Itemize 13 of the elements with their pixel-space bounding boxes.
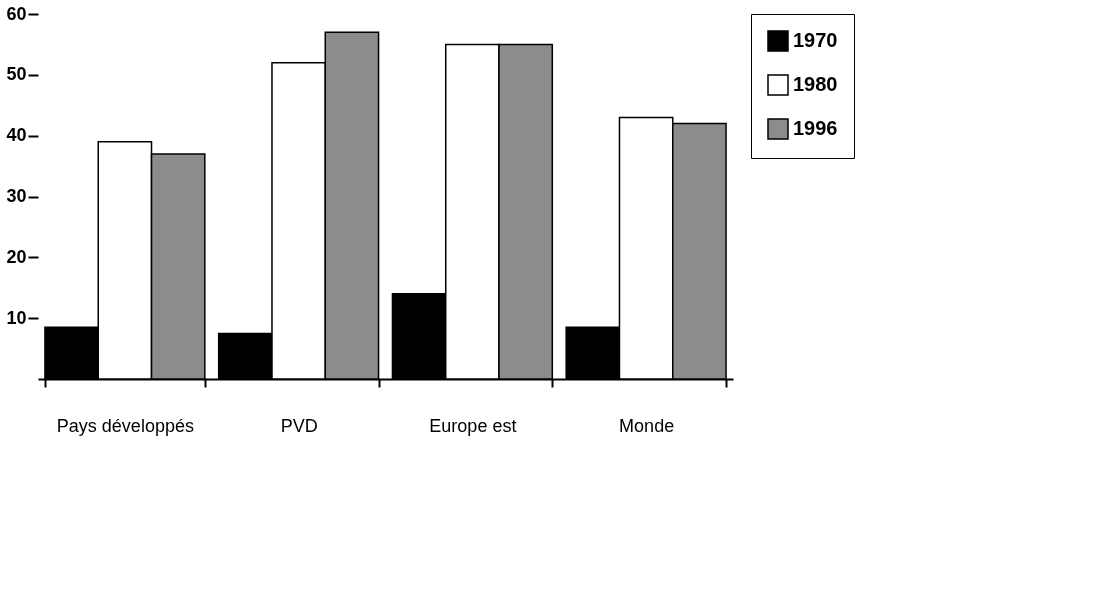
y-tick-label: 40 — [6, 125, 27, 146]
x-tick-label: Pays développés — [56, 415, 194, 436]
x-tick-label: PVD — [280, 415, 318, 436]
y-tick-label: 60 — [6, 3, 27, 24]
x-tick-label: Monde — [619, 415, 675, 436]
y-tick-label: 10 — [6, 307, 27, 328]
y-tick-label: 30 — [6, 186, 27, 206]
y-tick-label: 50 — [6, 64, 27, 85]
legend-label: 1996 — [793, 117, 838, 139]
legend-label: 1970 — [793, 29, 838, 51]
legend-label: 1980 — [793, 73, 838, 95]
y-tick-label: 20 — [6, 246, 27, 267]
x-tick-label: Europe est — [429, 415, 517, 436]
